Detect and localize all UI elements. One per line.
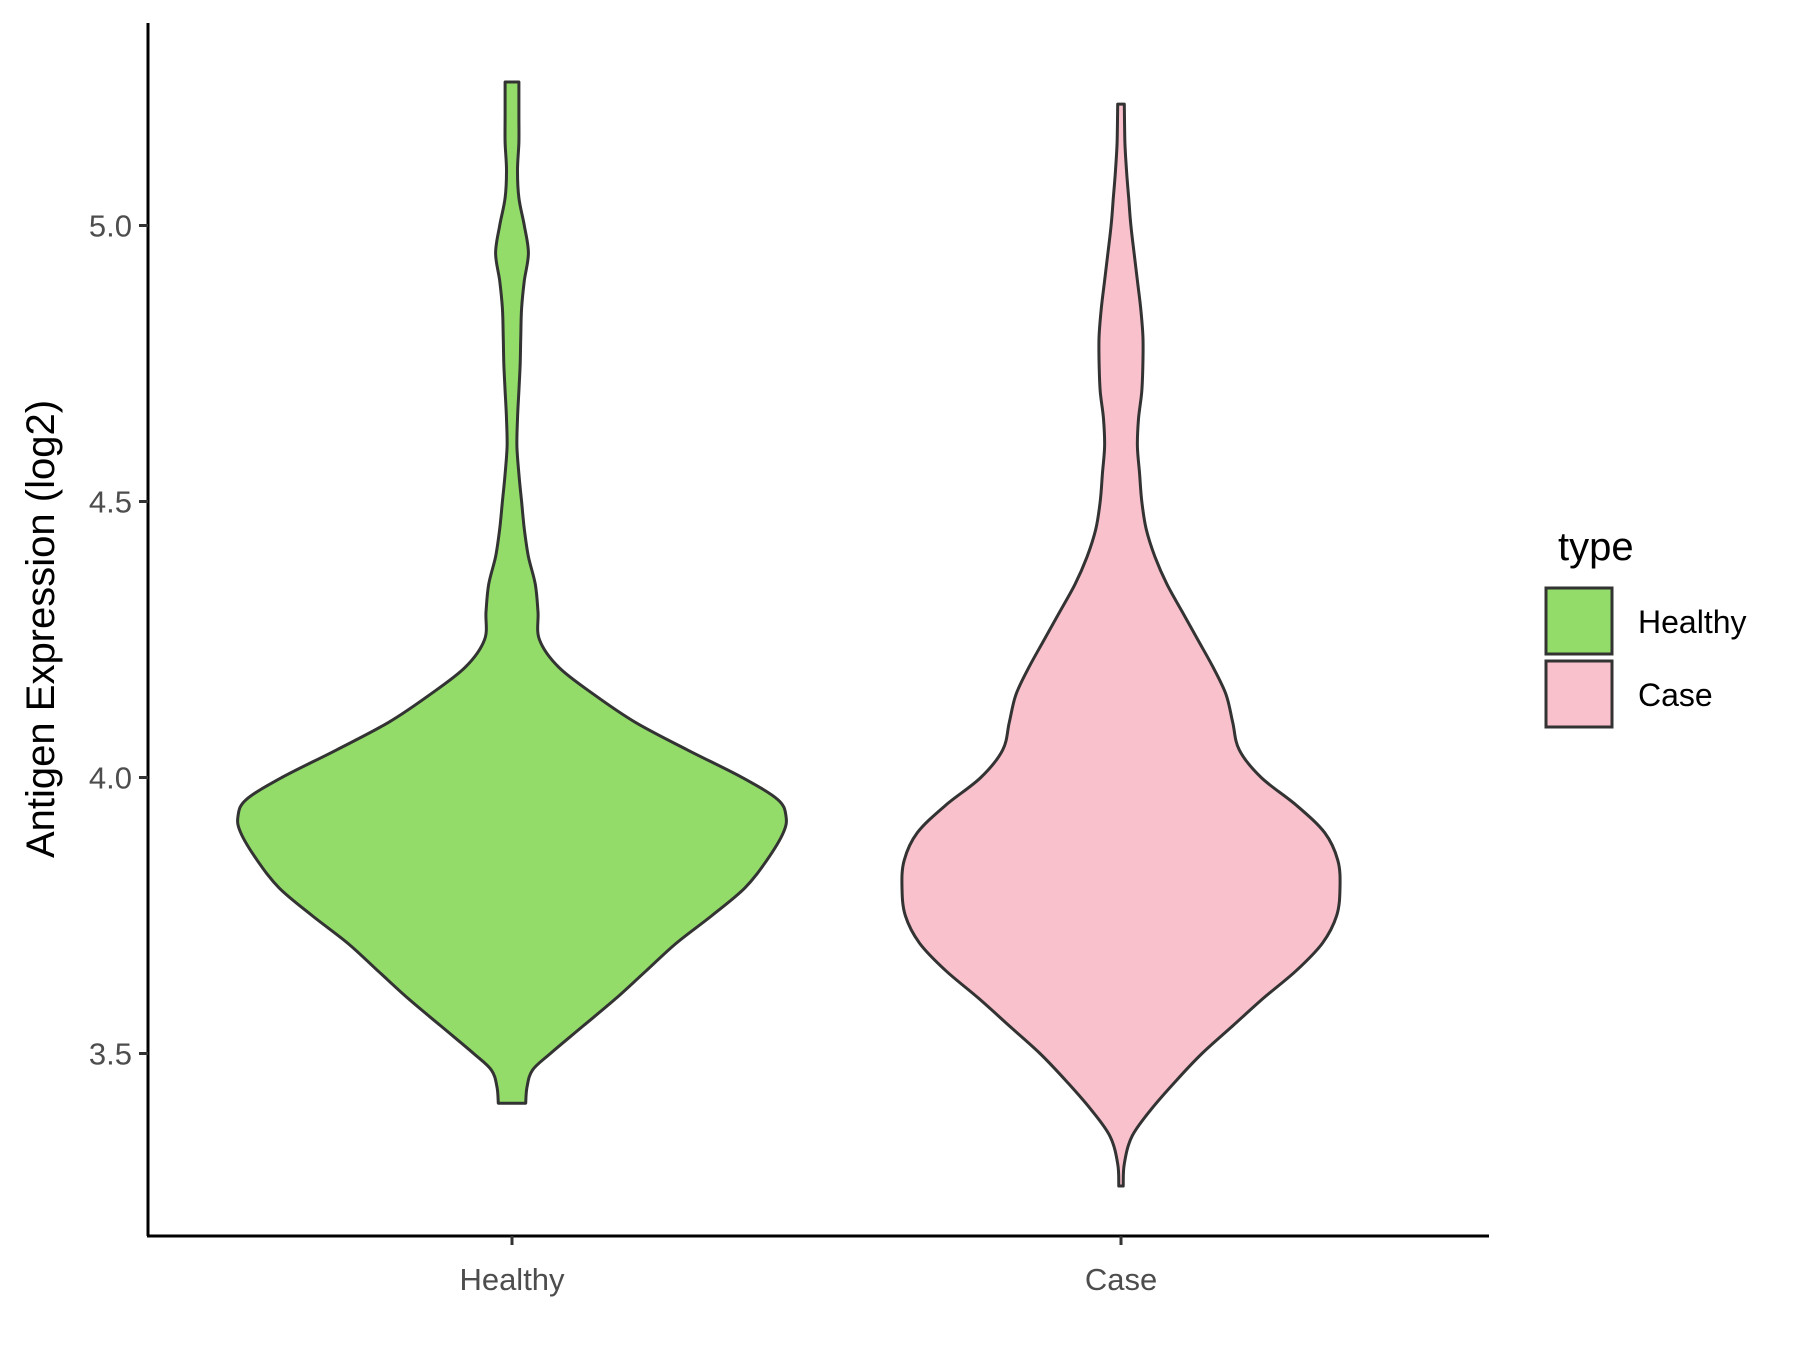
violin-group [236,80,1342,1188]
legend-entries: Healthy Case [1544,586,1747,729]
y-tick-label: 4.0 [89,761,132,796]
legend-title: type [1558,525,1634,569]
legend-key-healthy [1544,586,1614,656]
y-axis-title: Antigen Expression (log2) [19,400,63,858]
legend-label-case: Case [1638,677,1713,713]
violin-healthy [236,80,788,1105]
x-axis-ticks: Healthy Case [459,1236,1157,1297]
y-tick-label: 5.0 [89,209,132,244]
y-tick-label: 3.5 [89,1037,132,1072]
x-tick-label: Case [1085,1262,1157,1297]
legend-key-case [1544,659,1614,729]
x-tick-label: Healthy [459,1262,565,1297]
legend: type Healthy Case [1544,525,1747,729]
violin-case [900,102,1342,1188]
y-axis-ticks: 3.5 4.0 4.5 5.0 [89,209,148,1072]
legend-label-healthy: Healthy [1638,604,1747,640]
y-tick-label: 4.5 [89,485,132,520]
